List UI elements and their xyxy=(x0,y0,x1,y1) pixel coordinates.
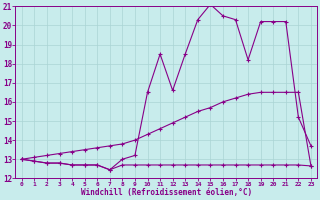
X-axis label: Windchill (Refroidissement éolien,°C): Windchill (Refroidissement éolien,°C) xyxy=(81,188,252,197)
